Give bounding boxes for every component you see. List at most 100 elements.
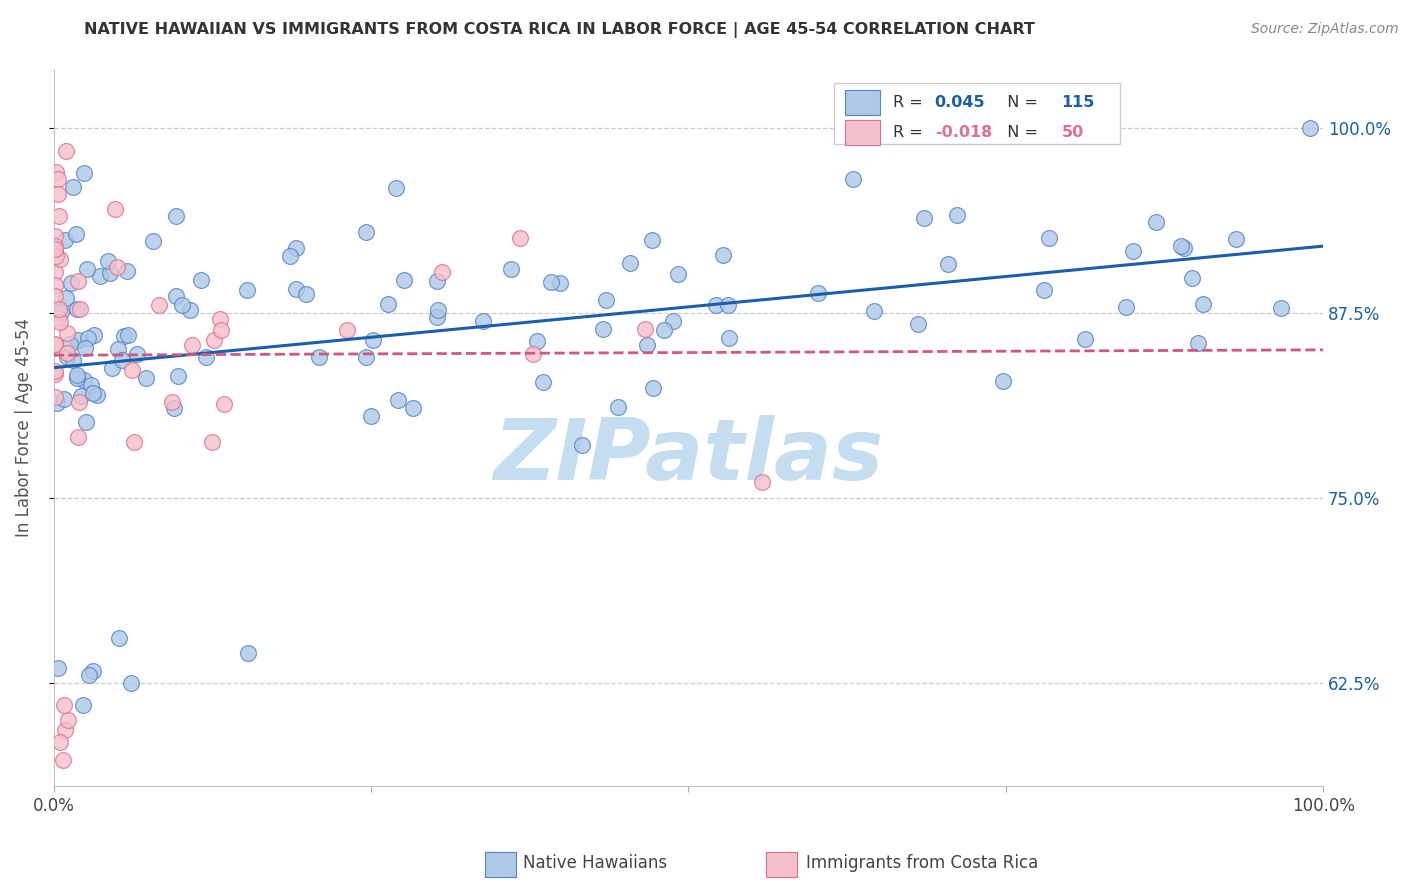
Point [426,274,449,288]
Point [56,326,79,340]
Text: Native Hawaiians: Native Hawaiians [523,854,668,871]
Point [385,181,408,195]
Point [619,256,641,270]
Point [73,341,96,355]
Point [49,315,72,329]
Point [214,397,236,411]
Text: 115: 115 [1062,95,1095,110]
Point [1187,335,1209,350]
Point [142,234,165,248]
Point [162,395,184,409]
Point [69,301,91,316]
Point [595,293,617,307]
Point [1225,232,1247,246]
Point [44,243,66,257]
Point [606,400,628,414]
Point [49,735,72,749]
Point [75,416,97,430]
Point [52,752,75,766]
Point [284,282,307,296]
Point [46,661,69,675]
Point [571,438,593,452]
Point [73,373,96,387]
Point [83,328,105,343]
Point [73,166,96,180]
Text: N =: N = [997,126,1043,140]
Point [66,274,89,288]
Point [67,430,90,444]
Point [236,646,259,660]
Point [44,239,66,253]
Point [652,323,675,337]
Point [48,302,70,317]
Point [195,350,218,364]
Text: 50: 50 [1062,126,1084,140]
Point [636,338,658,352]
Point [56,713,79,727]
Point [172,298,194,312]
Point [44,338,66,352]
Y-axis label: In Labor Force | Age 45-54: In Labor Force | Age 45-54 [15,318,32,537]
Point [52,392,75,406]
Point [1173,241,1195,255]
Text: Immigrants from Costa Rica: Immigrants from Costa Rica [806,854,1038,871]
Point [120,675,142,690]
Point [82,664,104,678]
Point [65,227,87,241]
Point [77,668,100,682]
Point [509,230,531,244]
FancyBboxPatch shape [834,83,1121,144]
Point [44,265,66,279]
Point [907,317,929,331]
Text: ZIPatlas: ZIPatlas [494,415,883,498]
Point [66,301,89,316]
Point [53,723,76,737]
Point [72,698,94,712]
Point [377,296,399,310]
Point [148,298,170,312]
Point [117,328,139,343]
Point [1181,271,1204,285]
Point [112,329,135,343]
Point [430,265,453,279]
Point [45,165,67,179]
Point [401,401,423,415]
FancyBboxPatch shape [845,90,880,115]
Text: Source: ZipAtlas.com: Source: ZipAtlas.com [1251,22,1399,37]
Point [643,381,665,395]
Point [751,475,773,490]
Point [354,225,377,239]
Point [56,351,79,365]
Point [387,393,409,408]
Point [55,346,77,360]
Point [44,337,66,351]
Point [163,401,186,416]
Point [167,369,190,384]
Point [76,262,98,277]
Text: N =: N = [997,95,1043,110]
Point [308,351,330,365]
Point [1299,120,1322,135]
Point [641,233,664,247]
Point [284,241,307,255]
Point [55,233,77,247]
Point [44,278,66,293]
Point [125,347,148,361]
Point [46,395,69,409]
Point [62,180,84,194]
Point [179,303,201,318]
Point [427,302,450,317]
Point [181,338,204,352]
Point [842,172,865,186]
Point [209,311,232,326]
Point [522,347,544,361]
Point [165,289,187,303]
Point [67,394,90,409]
Point [236,283,259,297]
Point [46,311,69,326]
Point [354,351,377,365]
Point [360,409,382,423]
Point [1038,231,1060,245]
Point [121,363,143,377]
Text: -0.018: -0.018 [935,126,993,140]
